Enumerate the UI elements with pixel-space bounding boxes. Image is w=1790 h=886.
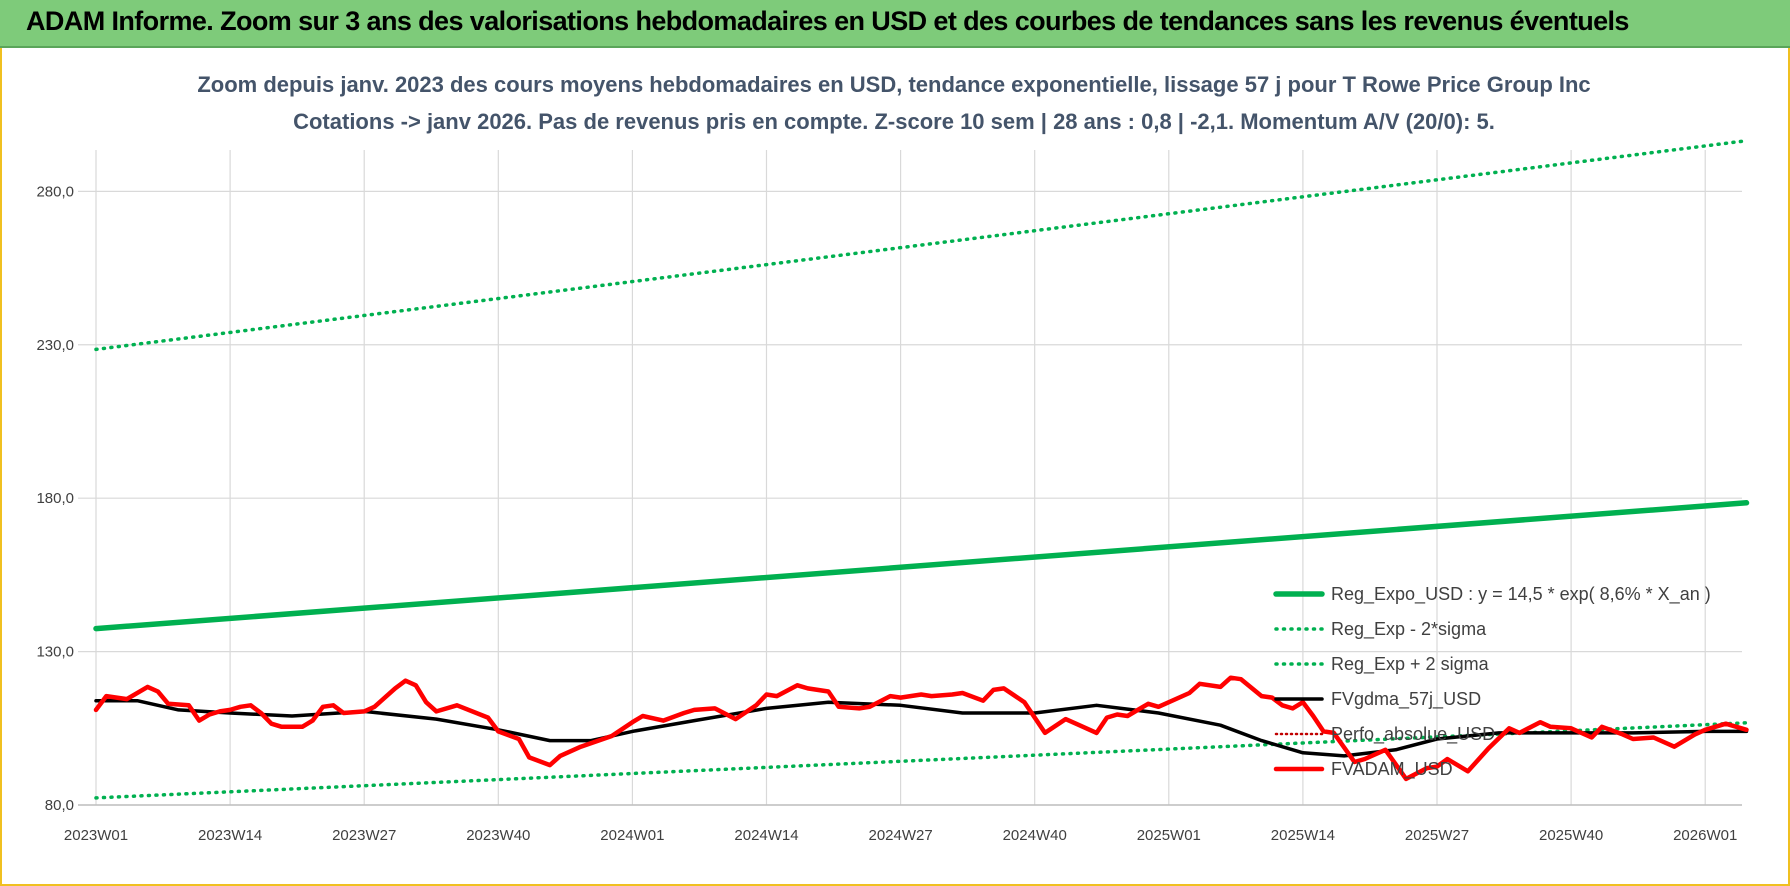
chart-frame [0,48,1790,886]
x-tick-label: 2024W27 [868,827,932,844]
x-tick-label: 2025W27 [1405,827,1469,844]
legend-label: FVADAM_USD [1331,759,1453,780]
y-tick-label: 280,0 [36,183,74,200]
x-tick-label: 2023W27 [332,827,396,844]
y-tick-label: 230,0 [36,337,74,354]
y-tick-label: 80,0 [45,797,74,814]
x-tick-label: 2023W40 [466,827,530,844]
axis-labels: 80,0 130,0 180,0 230,0 280,0 2023W01 2023W14 20… [36,183,1737,844]
x-tick-label: 2026W01 [1673,827,1737,844]
gridlines [78,150,1742,806]
x-tick-label: 2025W01 [1137,827,1201,844]
x-tick-label: 2024W40 [1003,827,1067,844]
legend-label: Reg_Exp + 2 sigma [1331,654,1490,675]
legend-label: Reg_Expo_USD : y = 14,5 * exp( 8,6% * X_… [1331,584,1711,605]
legend-label: Reg_Exp - 2*sigma [1331,619,1487,640]
x-tick-label: 2023W14 [198,827,262,844]
x-tick-label: 2024W14 [734,827,798,844]
legend: Reg_Expo_USD : y = 14,5 * exp( 8,6% * X_… [1273,584,1711,780]
series-line-0 [93,500,1750,632]
chart-subtitle-line1: Zoom depuis janv. 2023 des cours moyens … [197,72,1590,97]
series-line-2 [94,138,1749,352]
series-line-1 [94,721,1749,800]
legend-label: Perfo_absolue_USD [1331,724,1495,745]
series-line-3 [94,698,1749,758]
report-title: ADAM Informe. Zoom sur 3 ans des valoris… [26,6,1629,36]
x-tick-label: 2025W14 [1271,827,1335,844]
legend-label: FVgdma_57j_USD [1331,689,1481,710]
series-lines [93,138,1750,800]
x-tick-label: 2023W01 [64,827,128,844]
series-line-5 [93,675,1749,782]
y-tick-label: 130,0 [36,644,74,661]
chart-subtitle-line2: Cotations -> janv 2026. Pas de revenus p… [293,109,1495,134]
report-banner: ADAM Informe. Zoom sur 3 ans des valoris… [0,0,1790,48]
y-tick-label: 180,0 [36,490,74,507]
x-tick-label: 2024W01 [600,827,664,844]
x-tick-label: 2025W40 [1539,827,1603,844]
